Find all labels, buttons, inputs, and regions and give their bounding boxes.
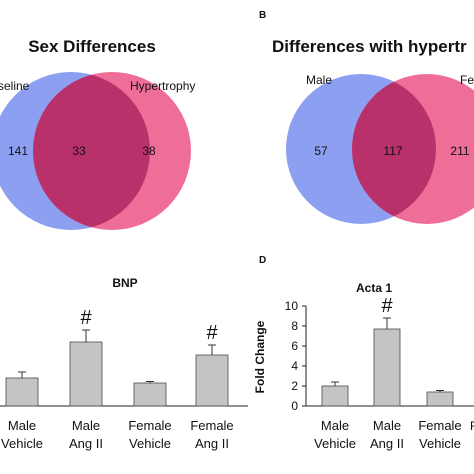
bnp-error-bar-male-vehicle	[18, 371, 26, 378]
bnp-category-label: Male	[72, 418, 100, 433]
bnp-error-bar-female-ang-ii	[208, 344, 216, 355]
venn-a-title: Sex Differences	[28, 37, 156, 56]
venn-a-right-label: Hypertrophy	[130, 79, 195, 93]
venn-b-left-count: 57	[314, 144, 328, 158]
panel-label-b: B	[259, 10, 266, 21]
acta1-category-label: Vehicle	[314, 436, 356, 451]
acta1-bar-male-ang-ii	[373, 328, 401, 407]
acta1-y-tick-label: 2	[291, 379, 298, 393]
bnp-bar-female-ang-ii	[195, 354, 229, 407]
bnp-category-label: Vehicle	[129, 436, 171, 451]
venn-b-both-count: 117	[383, 144, 402, 158]
bnp-bar-male-ang-ii	[69, 341, 103, 407]
acta1-y-tick-label: 0	[291, 399, 298, 413]
venn-hypertrophy-differences: Differences with hypertr Male Fe 57 117 …	[272, 37, 474, 224]
acta1-y-tick-label: 8	[291, 319, 298, 333]
bnp-significance-mark: #	[80, 307, 92, 329]
bnp-bar-female-vehicle	[133, 382, 167, 407]
venn-sex-differences: Sex Differences seline Hypertrophy 141 3…	[0, 37, 195, 230]
venn-b-left-label: Male	[306, 73, 332, 87]
venn-a-overlap	[33, 72, 150, 230]
acta1-bar-male-vehicle	[321, 385, 349, 407]
acta1-category-label: Male	[373, 418, 401, 433]
bnp-bar-chart: BNP Male Vehicle # Male Ang II Female Vehicle #…	[0, 276, 248, 451]
bnp-category-label: Ang II	[195, 436, 229, 451]
venn-a-left-label: seline	[0, 79, 30, 93]
venn-b-title: Differences with hypertr	[272, 37, 467, 56]
acta1-y-tick-label: 10	[285, 299, 299, 313]
venn-b-right-count: 211	[450, 144, 469, 158]
venn-b-overlap	[352, 74, 436, 224]
bnp-category-label: Female	[190, 418, 233, 433]
acta1-category-label: Female	[418, 418, 461, 433]
acta1-category-label: Male	[321, 418, 349, 433]
bnp-category-label: Female	[128, 418, 171, 433]
acta1-error-bar-female-vehicle	[436, 390, 444, 392]
panel-label-d: D	[259, 255, 266, 266]
acta1-category-label: Vehicle	[419, 436, 461, 451]
bnp-error-bar-male-ang-ii	[82, 329, 90, 342]
venn-a-both-count: 33	[72, 144, 86, 158]
acta1-category-label: Ang II	[370, 436, 404, 451]
venn-b-right-label: Fe	[460, 73, 474, 87]
acta1-error-bar-male-vehicle	[331, 381, 339, 386]
acta1-significance-mark: #	[381, 295, 393, 317]
bnp-significance-mark: #	[206, 322, 218, 344]
venn-a-left-count: 141	[8, 144, 28, 158]
bnp-bar-male-vehicle	[5, 377, 39, 407]
acta1-bar-chart: Acta 1 Fold Change F Male Vehicle # Male Ang…	[253, 281, 474, 451]
acta1-bar-female-vehicle	[426, 391, 454, 407]
acta1-error-bar-male-ang-ii	[383, 317, 391, 329]
bnp-title: BNP	[112, 276, 137, 290]
bnp-category-label: Vehicle	[1, 436, 43, 451]
acta1-title: Acta 1	[356, 281, 392, 295]
bnp-category-label: Ang II	[69, 436, 103, 451]
acta1-y-tick-label: 4	[291, 359, 298, 373]
acta1-y-axis-label: Fold Change	[253, 320, 267, 393]
bnp-category-label: Male	[8, 418, 36, 433]
bnp-error-bar-female-vehicle	[146, 381, 154, 383]
acta1-y-tick-label: 6	[291, 339, 298, 353]
acta1-cut-label: F	[470, 419, 474, 433]
venn-a-right-count: 38	[142, 144, 156, 158]
